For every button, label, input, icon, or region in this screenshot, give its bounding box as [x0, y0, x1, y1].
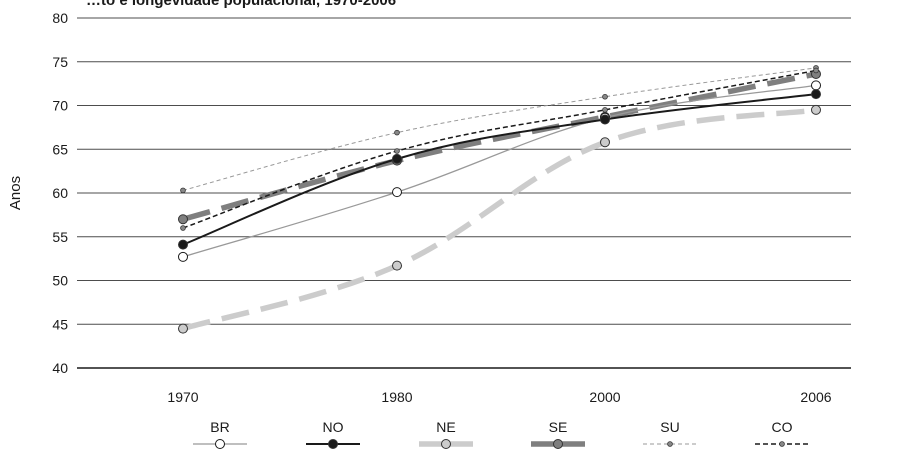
marker-su-legend	[667, 441, 673, 447]
marker-no-point-0	[178, 239, 188, 250]
series-lines	[182, 67, 817, 332]
grid-lines	[77, 17, 851, 369]
x-tick-labels: 1970 1980 2000 2006	[167, 389, 831, 405]
marker-br-point-3	[811, 80, 821, 91]
marker-ne-legend	[441, 439, 451, 449]
series-line-br	[182, 84, 817, 258]
chart-title: …to e longevidade populacional, 1970-200…	[86, 0, 396, 9]
series-line-ne	[182, 107, 817, 332]
series-line-su	[182, 67, 817, 191]
y-tick-label: 70	[52, 98, 68, 114]
marker-no-point-3	[811, 89, 821, 100]
marker-su-point-0	[180, 187, 186, 194]
marker-co-point-1	[394, 148, 400, 154]
marker-br-legend	[215, 439, 225, 449]
marker-co-point-2	[602, 107, 608, 113]
marker-co-point-3	[813, 67, 819, 74]
legend-label-no: NO	[323, 419, 344, 435]
marker-ne-point-0	[178, 323, 188, 334]
y-tick-label: 65	[52, 141, 68, 157]
marker-ne-point-3	[811, 104, 821, 115]
marker-ne-point-1	[392, 260, 402, 271]
legend-label-ne: NE	[436, 419, 455, 435]
marker-se-legend	[553, 439, 563, 449]
marker-no-point-1	[392, 153, 402, 164]
legend: BR NO NE SE SU CO	[193, 419, 809, 449]
marker-co-legend	[779, 441, 785, 447]
marker-br-point-1	[392, 187, 402, 198]
marker-se-point-0	[178, 214, 188, 225]
legend-label-co: CO	[772, 419, 793, 435]
marker-co-point-0	[180, 225, 186, 231]
legend-label-su: SU	[660, 419, 679, 435]
y-tick-label: 55	[52, 229, 68, 245]
x-tick-label: 2006	[800, 389, 831, 405]
y-tick-label: 60	[52, 185, 68, 201]
marker-no-point-2	[600, 114, 610, 125]
y-tick-label: 40	[52, 360, 68, 376]
series-line-no	[182, 93, 817, 246]
y-tick-label: 45	[52, 316, 68, 332]
y-tick-label: 75	[52, 54, 68, 70]
series-markers	[178, 65, 821, 334]
series-line-se	[182, 71, 817, 222]
marker-br-point-0	[178, 251, 188, 262]
marker-no-legend	[328, 439, 338, 449]
marker-ne-point-2	[600, 137, 610, 148]
y-tick-label: 80	[52, 10, 68, 26]
y-tick-labels: 40 45 50 55 60 65 70 75 80	[52, 10, 68, 376]
marker-su-point-2	[602, 93, 608, 100]
legend-label-br: BR	[210, 419, 229, 435]
y-axis-label: Anos	[7, 176, 24, 210]
x-tick-label: 2000	[589, 389, 620, 405]
legend-label-se: SE	[549, 419, 568, 435]
x-tick-label: 1980	[381, 389, 412, 405]
x-tick-label: 1970	[167, 389, 198, 405]
marker-su-point-1	[394, 129, 400, 136]
y-tick-label: 50	[52, 273, 68, 289]
